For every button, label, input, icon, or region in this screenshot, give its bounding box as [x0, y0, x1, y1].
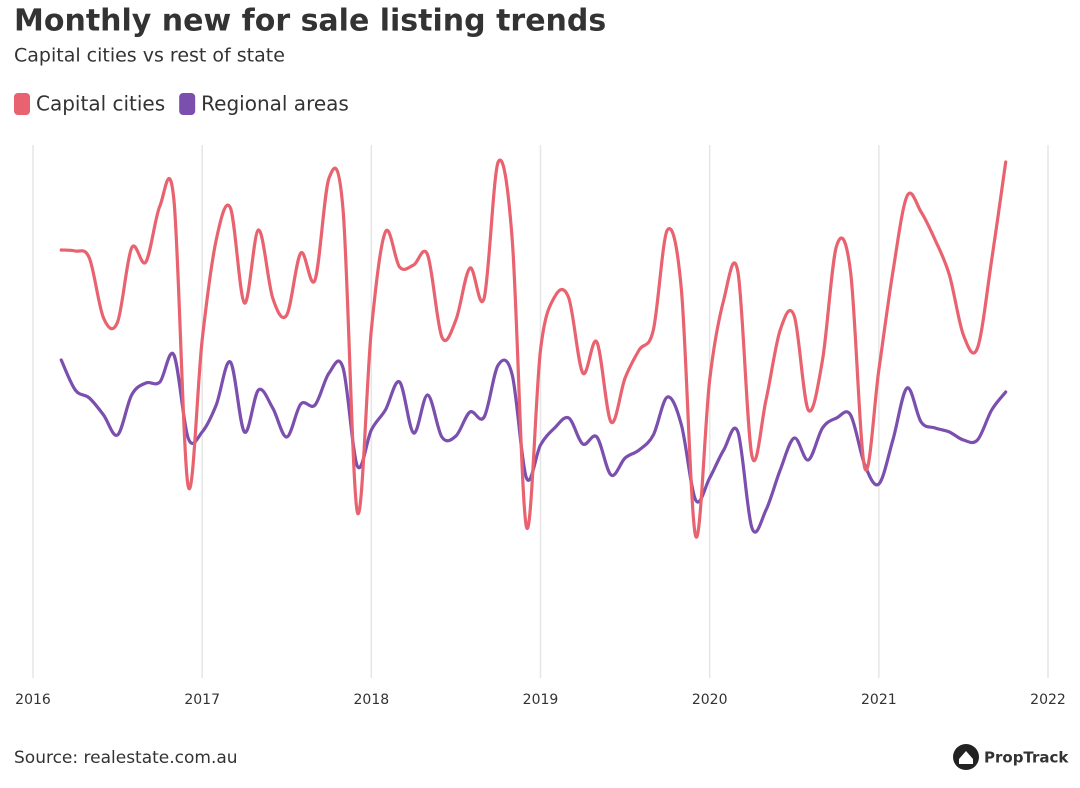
- legend-swatch: [179, 93, 196, 115]
- x-tick-label: 2022: [1030, 692, 1066, 708]
- series-line: [59, 158, 1008, 539]
- x-tick-label: 2016: [15, 692, 51, 708]
- brand-logo: PropTrack: [953, 744, 1069, 770]
- brand-name: PropTrack: [984, 749, 1069, 767]
- chart-title: Monthly new for sale listing trends: [14, 4, 606, 39]
- chart-subtitle: Capital cities vs rest of state: [14, 45, 285, 67]
- x-tick-label: 2021: [861, 692, 897, 708]
- legend-swatch: [14, 93, 30, 115]
- source: Source: realestate.com.au: [14, 748, 238, 768]
- legend-label: Regional areas: [201, 92, 349, 116]
- x-tick-label: 2019: [523, 692, 559, 708]
- series-line: [59, 351, 1008, 534]
- x-tick-label: 2018: [354, 692, 390, 708]
- legend-label: Capital cities: [36, 92, 165, 116]
- legend: Capital cities Regional areas: [14, 92, 349, 116]
- logo-house: [959, 751, 973, 764]
- x-tick-label: 2017: [184, 692, 220, 708]
- x-tick-label: 2020: [692, 692, 728, 708]
